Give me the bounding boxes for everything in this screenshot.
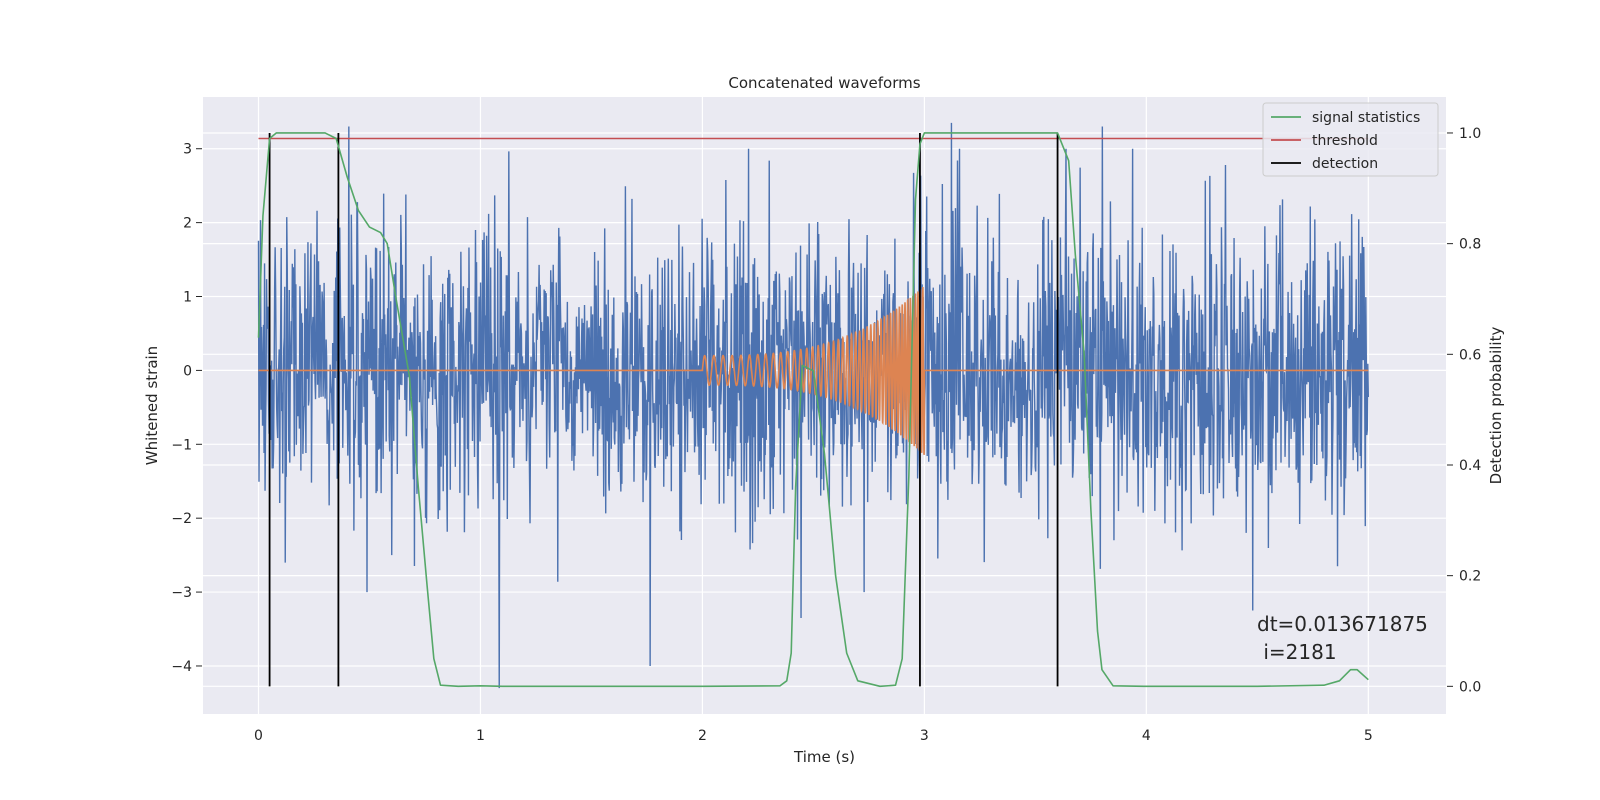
x-axis-label: Time (s): [793, 748, 855, 766]
plot-area: [257, 122, 1370, 689]
legend-box: [1262, 102, 1439, 177]
y-tick-label: −3: [171, 585, 192, 601]
right-y-tick-label: 1.0: [1459, 126, 1481, 142]
right-y-tick-label: 0.8: [1459, 237, 1481, 253]
y-tick-label: −2: [171, 511, 192, 527]
y-tick-label: 1: [183, 290, 192, 306]
y-tick-label: −4: [171, 659, 192, 675]
right-y-tick-label: 0.6: [1459, 347, 1481, 363]
x-tick-label: 1: [476, 728, 485, 744]
legend: signal statistics threshold detection: [1262, 102, 1439, 177]
y-ticks: −4 −3 −2 −1 0 1 2 3: [171, 142, 202, 675]
annotation-dt: dt=0.013671875: [1257, 612, 1428, 636]
right-y-tick-label: 0.2: [1459, 569, 1481, 585]
x-tick-label: 2: [698, 728, 707, 744]
right-y-axis-label: Detection probability: [1487, 327, 1505, 485]
noise-series-line: [257, 122, 1370, 689]
right-y-tick-label: 0.4: [1459, 458, 1481, 474]
right-y-ticks: 0.0 0.2 0.4 0.6 0.8 1.0: [1447, 126, 1481, 695]
chirp-series-line: [258, 286, 1369, 455]
chart-title: Concatenated waveforms: [728, 74, 920, 92]
legend-label: detection: [1312, 156, 1378, 172]
x-tick-label: 4: [1142, 728, 1151, 744]
right-y-tick-label: 0.0: [1459, 679, 1481, 695]
y-tick-label: −1: [171, 437, 192, 453]
y-tick-label: 2: [183, 216, 192, 232]
x-tick-label: 0: [254, 728, 263, 744]
signal-statistics-line: [257, 132, 1369, 688]
y-tick-label: 3: [183, 142, 192, 158]
y-tick-label: 0: [183, 363, 192, 379]
x-tick-label: 3: [920, 728, 929, 744]
legend-label: threshold: [1312, 133, 1378, 149]
x-tick-label: 5: [1364, 728, 1373, 744]
legend-label: signal statistics: [1312, 110, 1420, 126]
y-axis-label: Whitened strain: [143, 346, 161, 465]
x-ticks: 0 1 2 3 4 5: [254, 728, 1373, 744]
annotation-i: i=2181: [1257, 640, 1337, 664]
